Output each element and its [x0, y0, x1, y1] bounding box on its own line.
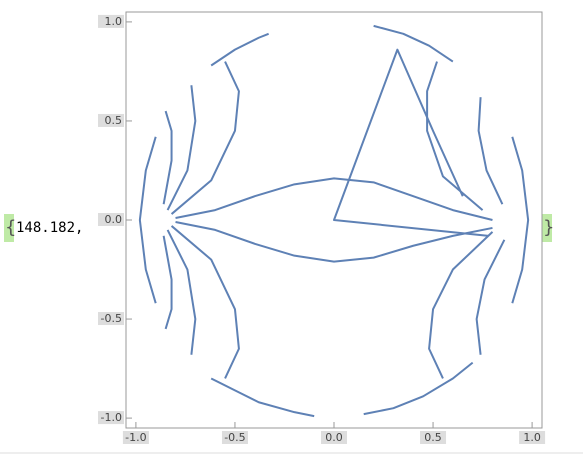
x-tick-label-box [519, 431, 546, 444]
x-tick-label-box [420, 431, 447, 444]
x-tick-label: 0.5 [424, 431, 442, 444]
x-tick-label: -1.0 [125, 431, 146, 444]
contour-line [373, 24, 454, 63]
x-tick-label: -0.5 [224, 431, 245, 444]
contour-line [333, 48, 489, 237]
plot: -1.0 -0.5 0.0 0.5 1.0 -1.0 -0.5 0.0 0.5 1.0 [98, 14, 546, 444]
contour-line [170, 225, 240, 379]
contour-line [175, 177, 493, 221]
open-brace-box [4, 214, 14, 242]
y-tick-label: -1.0 [101, 411, 122, 424]
contour-line [428, 231, 494, 379]
x-tick-label-box [321, 431, 347, 444]
close-brace: } [543, 217, 554, 238]
contour-line [175, 221, 493, 263]
y-tick-label-box [98, 213, 124, 226]
contour-line [363, 361, 474, 416]
contour-line [170, 61, 240, 215]
x-tick-label-box [221, 431, 248, 444]
contour-line [210, 32, 270, 67]
y-tick-label: 0.0 [105, 213, 123, 226]
x-tick-label: 1.0 [523, 431, 541, 444]
contour-line [477, 97, 504, 205]
y-tick-label-box [98, 411, 124, 425]
x-tick-label-box [122, 431, 149, 444]
contour-line [475, 239, 506, 355]
output-number: 148.182, [16, 220, 83, 236]
contour-line [162, 235, 173, 330]
x-tick-label: 0.0 [325, 431, 343, 444]
y-tick-label: 0.5 [105, 114, 123, 127]
contour-line [511, 136, 530, 304]
contour-line [166, 229, 197, 355]
contour-line [166, 85, 197, 211]
close-brace-box [542, 214, 552, 242]
contour-line [210, 377, 315, 418]
y-tick-label-box [98, 113, 124, 127]
y-tick-label: 1.0 [105, 15, 123, 28]
contour-line [138, 136, 157, 304]
y-tick-label-box [98, 312, 124, 326]
y-tick-label: -0.5 [101, 312, 122, 325]
open-brace: { [5, 217, 16, 238]
contour-line [426, 61, 484, 211]
contour-line [162, 110, 173, 205]
y-tick-label-box [98, 14, 124, 28]
